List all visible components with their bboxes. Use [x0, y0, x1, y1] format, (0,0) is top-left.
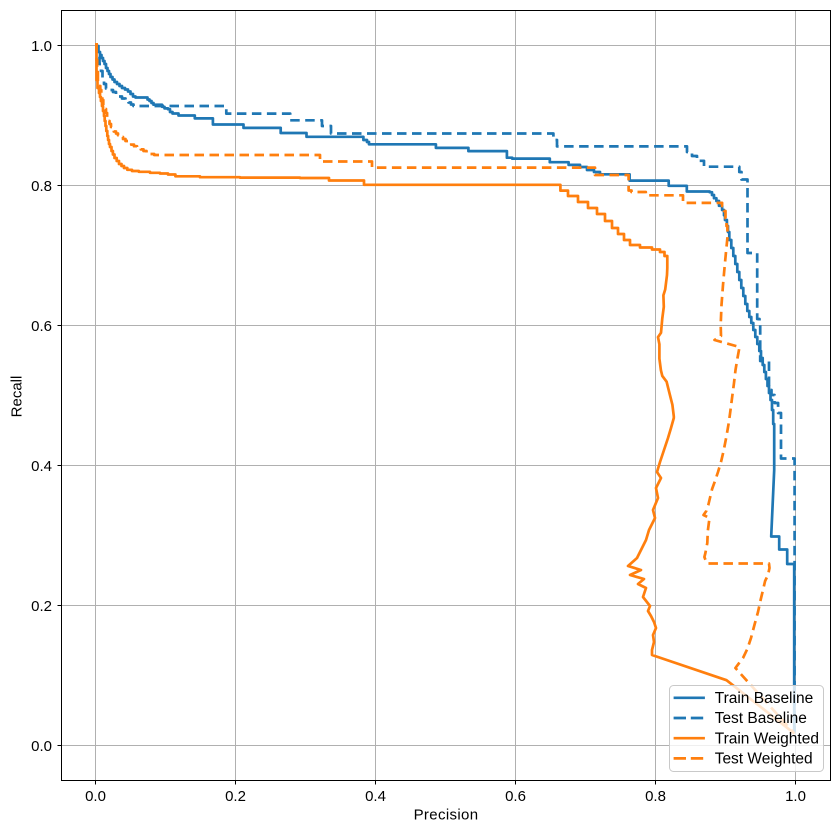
- svg-text:Precision: Precision: [414, 807, 479, 824]
- svg-text:Train Weighted: Train Weighted: [715, 730, 819, 747]
- svg-text:0.2: 0.2: [225, 788, 246, 805]
- svg-text:1.0: 1.0: [31, 38, 52, 55]
- svg-text:0.0: 0.0: [85, 788, 106, 805]
- svg-text:1.0: 1.0: [785, 788, 806, 805]
- svg-text:0.0: 0.0: [31, 738, 52, 755]
- svg-text:Test Baseline: Test Baseline: [715, 710, 807, 727]
- svg-text:0.8: 0.8: [645, 788, 666, 805]
- svg-text:0.4: 0.4: [31, 458, 52, 475]
- svg-text:0.6: 0.6: [505, 788, 526, 805]
- svg-text:0.2: 0.2: [31, 598, 52, 615]
- svg-text:0.8: 0.8: [31, 178, 52, 195]
- svg-text:0.6: 0.6: [31, 318, 52, 335]
- svg-text:Recall: Recall: [9, 376, 26, 418]
- svg-text:Train Baseline: Train Baseline: [715, 690, 814, 707]
- svg-text:0.4: 0.4: [365, 788, 386, 805]
- svg-text:Test Weighted: Test Weighted: [715, 751, 813, 768]
